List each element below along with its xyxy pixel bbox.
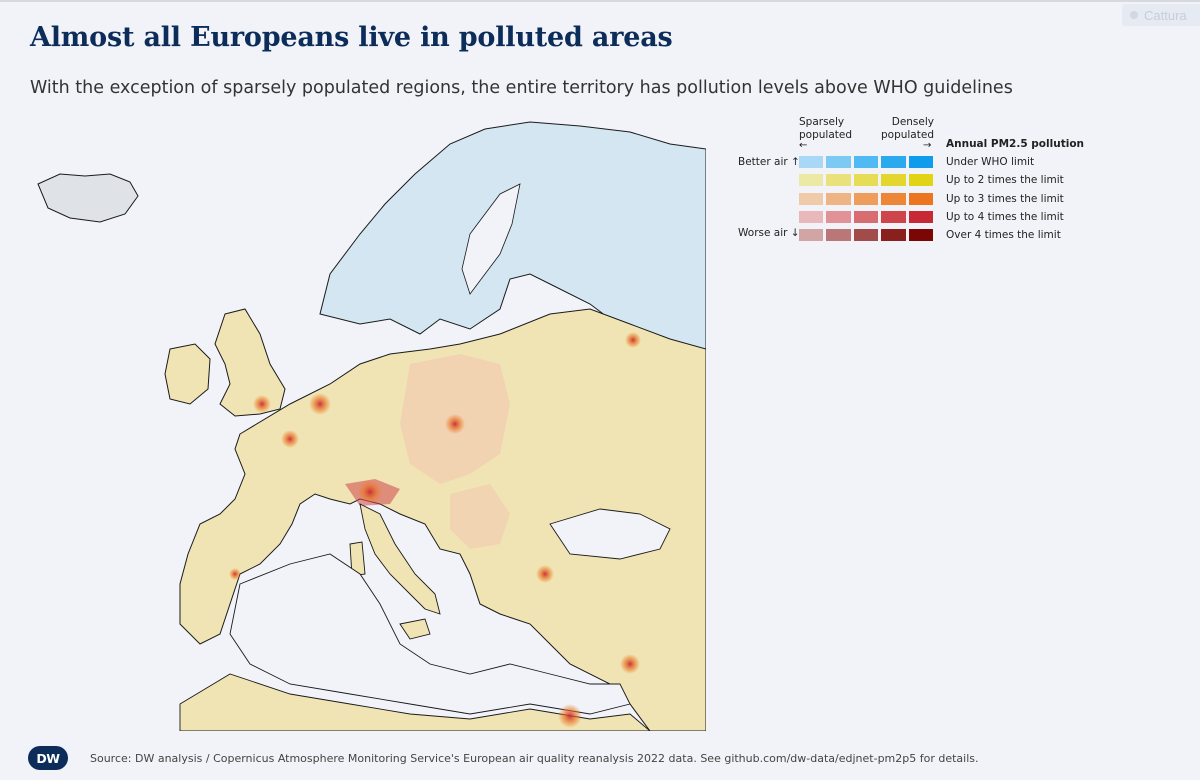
legend-swatch-3-5 <box>908 193 933 205</box>
iceland-landmass <box>37 173 139 223</box>
pollution-map <box>30 104 706 731</box>
hotspot-moscow <box>625 332 641 348</box>
sardinia <box>349 541 366 577</box>
map-legend: Sparsely populated Densely populated ← →… <box>735 116 1095 246</box>
page-title: Almost all Europeans live in polluted ar… <box>30 22 673 53</box>
legend-swatch-1-4 <box>881 156 906 168</box>
continental-europe <box>179 308 706 731</box>
legend-better-air: Better air ↑ <box>738 156 800 168</box>
legend-swatch-5-3 <box>853 229 879 241</box>
hotspot-cairo <box>558 704 582 728</box>
legend-swatch-4-4 <box>881 211 906 223</box>
legend-swatch-2-2 <box>826 174 851 186</box>
hotspot-milan <box>358 480 382 504</box>
legend-label-4: Up to 4 times the limit <box>946 211 1064 223</box>
hotspot-istanbul <box>536 565 554 583</box>
dw-logo: DW <box>28 746 68 770</box>
legend-row-2 <box>799 174 933 186</box>
legend-swatch-2-5 <box>908 174 933 186</box>
great-britain <box>214 308 286 417</box>
legend-swatch-5-1 <box>799 229 824 241</box>
legend-title: Annual PM2.5 pollution <box>946 138 1085 150</box>
legend-swatch-4-3 <box>853 211 879 223</box>
legend-worse-air: Worse air ↓ <box>738 227 800 239</box>
legend-row-5 <box>799 229 933 241</box>
legend-swatch-4-2 <box>826 211 851 223</box>
legend-swatch-5-4 <box>881 229 906 241</box>
balkans-pollution-zone <box>450 484 510 549</box>
legend-swatch-3-3 <box>853 193 879 205</box>
legend-swatch-1-3 <box>853 156 879 168</box>
map-svg <box>37 121 706 731</box>
nordic-landmass <box>319 121 706 355</box>
legend-label-5: Over 4 times the limit <box>946 229 1061 241</box>
legend-swatch-3-4 <box>881 193 906 205</box>
page-subtitle: With the exception of sparsely populated… <box>30 78 1013 98</box>
legend-swatch-1-1 <box>799 156 824 168</box>
legend-row-3 <box>799 193 933 205</box>
legend-swatch-4-1 <box>799 211 824 223</box>
legend-label-1: Under WHO limit <box>946 156 1035 168</box>
legend-swatch-3-2 <box>826 193 851 205</box>
baltic-sea <box>461 183 521 295</box>
legend-swatch-2-4 <box>881 174 906 186</box>
legend-swatch-2-3 <box>853 174 879 186</box>
legend-sparse-label: Sparsely populated <box>799 116 852 141</box>
legend-swatch-3-1 <box>799 193 824 205</box>
legend-row-4 <box>799 211 933 223</box>
italy-peninsula <box>359 503 441 615</box>
legend-sparse-line-2: populated <box>799 128 853 141</box>
capture-chip[interactable]: Cattura <box>1122 4 1200 26</box>
sicily <box>399 618 431 640</box>
north-africa <box>179 673 651 731</box>
record-dot-icon <box>1130 11 1138 19</box>
hotspot-benelux <box>309 393 331 415</box>
footer: DW Source: DW analysis / Copernicus Atmo… <box>28 746 979 770</box>
black-sea <box>549 508 671 560</box>
legend-swatch-1-5 <box>908 156 933 168</box>
ireland <box>164 343 211 405</box>
legend-label-2: Up to 2 times the limit <box>946 174 1064 186</box>
legend-swatch-5-2 <box>826 229 851 241</box>
top-divider <box>0 0 1200 2</box>
hotspot-london <box>253 395 271 413</box>
legend-swatch-4-5 <box>908 211 933 223</box>
source-note: Source: DW analysis / Copernicus Atmosph… <box>90 751 979 765</box>
right-arrow-icon: → <box>923 140 932 151</box>
hotspot-poland <box>445 414 465 434</box>
legend-swatch-2-1 <box>799 174 824 186</box>
legend-sparse-line-1: Sparsely <box>799 116 845 128</box>
legend-dense-label: Densely populated <box>880 116 934 141</box>
legend-swatch-1-2 <box>826 156 851 168</box>
left-arrow-icon: ← <box>799 140 808 151</box>
hotspot-madrid <box>229 568 241 580</box>
capture-chip-label: Cattura <box>1144 7 1187 23</box>
legend-swatch-5-5 <box>908 229 933 241</box>
legend-dense-line-1: Densely <box>891 116 934 128</box>
legend-label-3: Up to 3 times the limit <box>946 193 1064 205</box>
hotspot-levant <box>620 654 640 674</box>
mediterranean-sea <box>229 553 631 715</box>
hotspot-paris <box>281 430 299 448</box>
legend-dense-line-2: populated <box>880 128 934 141</box>
legend-row-1 <box>799 156 933 168</box>
